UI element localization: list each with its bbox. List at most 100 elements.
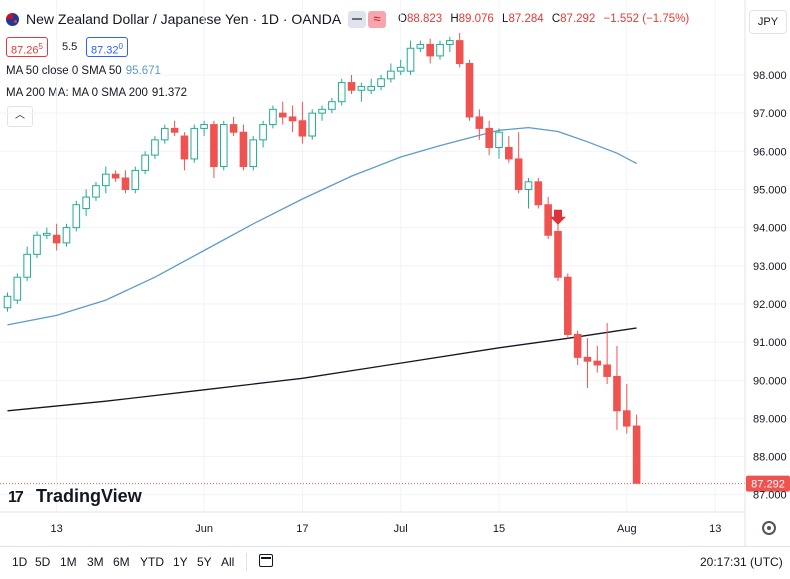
- candle-body: [573, 333, 582, 358]
- candle-body: [298, 120, 307, 137]
- candle: [278, 101, 287, 125]
- candle: [102, 166, 110, 194]
- candle-body: [111, 173, 120, 179]
- candle-body: [377, 78, 385, 87]
- range-ytd[interactable]: YTD: [140, 555, 164, 569]
- candle-body: [3, 295, 12, 309]
- candle: [583, 338, 592, 388]
- candle: [603, 323, 611, 385]
- candle-body: [269, 108, 277, 126]
- signal-arrow-path: [549, 209, 566, 225]
- candle: [465, 59, 474, 121]
- ohlc-readout: O88.823 H89.076 L87.284 C87.292 −1.552 (…: [398, 13, 689, 25]
- eye-icon[interactable]: [348, 11, 366, 28]
- candle: [622, 384, 631, 434]
- candle-body: [328, 101, 336, 110]
- collapse-legend-button[interactable]: ︿: [7, 106, 33, 127]
- candle-body: [278, 112, 287, 118]
- calendar-icon[interactable]: [259, 554, 273, 567]
- range-all[interactable]: All: [221, 555, 235, 569]
- range-3m[interactable]: 3M: [87, 555, 104, 569]
- gear-icon[interactable]: [762, 521, 776, 535]
- ma50-line: [7, 126, 637, 326]
- wave-icon[interactable]: ≈: [368, 11, 386, 28]
- candle: [318, 105, 326, 121]
- price-tick-label: 97.000: [753, 108, 787, 120]
- candle: [3, 292, 12, 312]
- candle: [249, 136, 258, 171]
- ma50-legend[interactable]: MA 50 close 0 SMA 50 95.671: [6, 65, 161, 77]
- candle: [495, 128, 503, 159]
- candle: [514, 132, 523, 194]
- ma200-value: 91.372: [151, 87, 188, 99]
- chart-header: New Zealand Dollar / Japanese Yen · 1D ·…: [0, 0, 790, 38]
- range-1d[interactable]: 1D: [12, 555, 28, 569]
- candle-body: [141, 154, 149, 171]
- utc-clock[interactable]: 20:17:31 (UTC): [700, 555, 783, 569]
- toolbar-divider: [246, 553, 247, 571]
- low-value: 87.284: [508, 13, 544, 25]
- candle-body: [170, 127, 179, 133]
- range-1m[interactable]: 1M: [60, 555, 77, 569]
- price-tick-label: 93.000: [753, 261, 787, 273]
- price-tick-label: 89.000: [753, 413, 787, 425]
- price-chart[interactable]: 87.292 87.000 88.000 89.000 90.000 91.000 92.…: [0, 0, 790, 546]
- candle: [436, 40, 444, 60]
- candle-body: [102, 173, 110, 187]
- range-5y[interactable]: 5Y: [197, 555, 212, 569]
- candle-body: [239, 131, 248, 168]
- candle: [426, 38, 434, 64]
- candle-body: [396, 66, 405, 72]
- candle-body: [446, 40, 454, 45]
- candle-body: [229, 124, 238, 133]
- candle: [219, 120, 228, 171]
- candle: [82, 189, 90, 217]
- ask-price[interactable]: 87.320: [86, 37, 128, 57]
- close-value: 87.292: [560, 13, 596, 25]
- bid-price[interactable]: 87.265: [6, 37, 48, 57]
- range-5d[interactable]: 5D: [35, 555, 51, 569]
- last-price-tag: [746, 475, 790, 492]
- symbol-title[interactable]: New Zealand Dollar / Japanese Yen · 1D ·…: [26, 11, 342, 27]
- price-tick-label: 87.000: [753, 490, 787, 502]
- bid-main: 87.26: [11, 44, 39, 57]
- candle-body: [495, 131, 503, 148]
- price-tick-label: 90.000: [753, 375, 787, 387]
- candle: [13, 273, 22, 304]
- ask-sup: 0: [118, 42, 123, 51]
- open-value: 88.823: [406, 13, 443, 25]
- candle: [229, 116, 238, 137]
- candle: [160, 124, 169, 144]
- price-tick-label: 98.000: [753, 70, 787, 82]
- signal-arrow-icon: [549, 209, 566, 225]
- last-price-label: 87.292: [751, 479, 785, 491]
- candle: [416, 40, 425, 53]
- candle-body: [603, 364, 611, 377]
- candle: [43, 227, 51, 240]
- candle: [131, 166, 140, 194]
- ma50-label: MA 50 close 0 SMA 50: [6, 65, 122, 77]
- candle: [455, 33, 464, 68]
- range-1y[interactable]: 1Y: [173, 555, 188, 569]
- time-tick-label: 13: [709, 523, 721, 535]
- nzd-flag-icon: [6, 13, 19, 26]
- candle: [524, 178, 533, 209]
- candle-body: [524, 181, 533, 190]
- candle: [141, 151, 149, 175]
- time-tick-label: 15: [493, 523, 505, 535]
- candle-body: [210, 124, 218, 168]
- currency-button[interactable]: JPY: [749, 10, 787, 34]
- candle-body: [406, 47, 415, 72]
- candle: [485, 120, 493, 156]
- candle-body: [180, 135, 189, 160]
- candle: [298, 101, 307, 144]
- candles: [3, 33, 641, 485]
- candle-body: [387, 70, 395, 80]
- ma200-legend[interactable]: MA 200 MA: MA 0 SMA 200 91.372: [6, 87, 187, 99]
- chevron-up-icon: ︿: [15, 110, 25, 121]
- candle-body: [632, 425, 641, 484]
- candle-body: [455, 40, 464, 65]
- candle: [396, 59, 405, 75]
- candle: [505, 136, 513, 163]
- range-6m[interactable]: 6M: [113, 555, 130, 569]
